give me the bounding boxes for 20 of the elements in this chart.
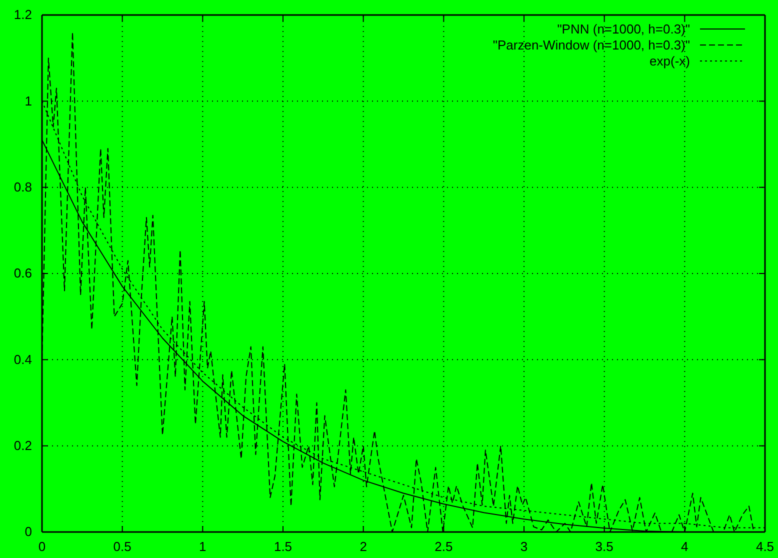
x-tick-label: 1.5 [274,539,292,554]
x-tick-label: 2 [360,539,367,554]
x-tick-label: 0 [38,539,46,554]
legend-label: "Parzen-Window (n=1000, h=0.3)" [492,38,690,52]
x-tick-label: 3.5 [595,539,614,554]
x-tick-label: 2.5 [434,539,453,554]
y-tick-label: 0.4 [14,352,32,367]
x-tick-label: 4.5 [756,539,774,554]
y-tick-label: 1.2 [14,7,32,22]
y-tick-label: 0.8 [14,179,32,194]
y-tick-label: 0.2 [14,438,32,453]
x-tick-label: 3 [520,539,528,554]
y-tick-label: 0 [24,524,32,540]
legend-label: "PNN (n=1000, h=0.3)" [557,22,690,36]
y-tick-label: 1 [24,93,32,108]
y-tick-label: 0.6 [14,266,32,281]
legend-label: exp(-x) [650,54,690,68]
x-tick-label: 1 [199,539,206,554]
x-tick-label: 0.5 [113,539,132,554]
x-tick-label: 4 [681,539,688,554]
